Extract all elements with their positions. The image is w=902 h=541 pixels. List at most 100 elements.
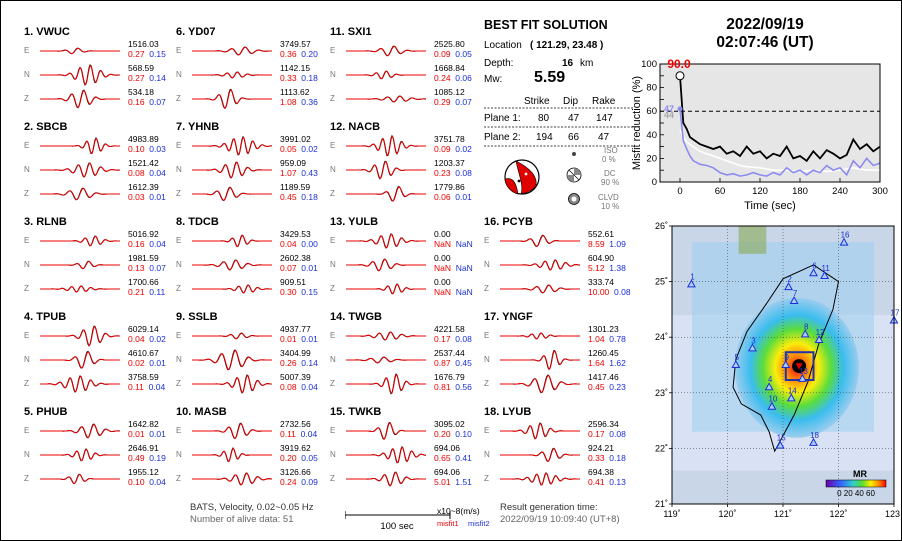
misfit2-value: 0.08 xyxy=(609,429,626,439)
waveform xyxy=(346,283,426,295)
synthetic-trace xyxy=(500,375,581,393)
station-title: 18. LYUB xyxy=(484,406,532,418)
component-label: E xyxy=(330,426,336,435)
waveform xyxy=(500,349,580,371)
misfit-values: 5.01 1.51 xyxy=(434,477,472,487)
waveform xyxy=(40,448,120,462)
synthetic-trace xyxy=(40,137,120,155)
component-label: N xyxy=(484,260,490,269)
component-label: N xyxy=(24,165,30,174)
station-title: 11. SXI1 xyxy=(330,26,372,38)
synthetic-trace xyxy=(40,47,120,55)
misfit2-value: 0.06 xyxy=(455,73,472,83)
amplitude-value: 4221.58 xyxy=(434,324,465,334)
synthetic-trace xyxy=(40,285,120,293)
iso-label: ISO xyxy=(604,146,618,155)
x-tick-label: 300 xyxy=(872,186,888,197)
amplitude-value: 1417.46 xyxy=(588,372,619,382)
map-x-tick-label: 120˚ xyxy=(718,509,736,519)
misfit2-value: 0.20 xyxy=(301,49,318,59)
filter-info: BATS, Velocity, 0.02~0.05 Hz xyxy=(190,502,314,513)
component-label: Z xyxy=(176,379,181,388)
misfit-values: 0.24 0.06 xyxy=(434,73,472,83)
amplitude-value: 694.06 xyxy=(434,443,460,453)
synthetic-trace xyxy=(346,356,426,364)
amplitude-value: 534.18 xyxy=(128,87,154,97)
misfit1-value: 0.09 xyxy=(434,49,451,59)
misfit-values: 0.20 0.10 xyxy=(434,429,472,439)
waveform xyxy=(40,64,121,86)
waveform xyxy=(500,472,580,486)
misfit-values: 0.30 0.15 xyxy=(280,287,318,297)
component-label: Z xyxy=(24,189,29,198)
misfit2-value: 0.56 xyxy=(455,382,472,392)
component-label: Z xyxy=(330,189,335,198)
station-panel: 12. NACB E 3751.78 0.09 0.02 N 1203.37 0.23 0.… xyxy=(306,121,472,216)
misfit2-value: 0.23 xyxy=(609,382,626,392)
component-label: Z xyxy=(176,189,181,198)
epicenter-star-icon xyxy=(795,363,803,370)
synthetic-trace xyxy=(500,423,580,439)
station-panel: 7. YHNB E 3991.02 0.05 0.02 N 959.09 1.07 0.43… xyxy=(152,121,318,216)
misfit1-value: 0.20 xyxy=(280,453,297,463)
misfit1-value: 0.09 xyxy=(434,144,451,154)
misfit2-value: 0.09 xyxy=(301,477,318,487)
synthetic-trace xyxy=(346,283,426,295)
component-label: Z xyxy=(24,94,29,103)
misfit1-value: 0.20 xyxy=(434,429,451,439)
plane2-rake: 47 xyxy=(598,132,610,143)
misfit1-value: 0.04 xyxy=(128,334,145,344)
station-label: 4 xyxy=(768,375,773,384)
misfit-values: 0.26 0.14 xyxy=(280,358,318,368)
station-label: 7 xyxy=(793,289,798,298)
waveform xyxy=(346,134,427,157)
waveform xyxy=(346,70,426,80)
misfit2-value: 0.02 xyxy=(301,144,318,154)
misfit-values: 0.10 0.04 xyxy=(128,477,166,487)
station-title: 8. TDCB xyxy=(176,216,219,228)
misfit2-value: 0.14 xyxy=(149,73,166,83)
component-label: E xyxy=(484,426,490,435)
amplitude-value: 2525.80 xyxy=(434,39,465,49)
mw-label: Mw: xyxy=(484,74,503,85)
plane1-label: Plane 1: xyxy=(484,113,521,124)
station-label: 3 xyxy=(751,336,756,345)
misfit2-value: 0.01 xyxy=(301,334,318,344)
misfit-values: 0.08 0.04 xyxy=(128,168,166,178)
synthetic-trace xyxy=(40,448,120,462)
synthetic-trace xyxy=(192,447,272,463)
amplitude-value: 1516.03 xyxy=(128,39,159,49)
misfit1-value: 5.12 xyxy=(588,263,605,273)
waveform xyxy=(40,285,120,293)
map-y-tick-label: 21˚ xyxy=(655,499,668,509)
x-tick-label: 240 xyxy=(832,186,848,197)
footer-info: BATS, Velocity, 0.02~0.05 Hz Number of a… xyxy=(190,502,313,526)
amplitude-value: 0.00 xyxy=(434,277,451,287)
component-label: Z xyxy=(24,474,29,483)
amplitude-value: 1955.12 xyxy=(128,467,159,477)
misfit2-value: 0.08 xyxy=(614,287,631,297)
component-label: Z xyxy=(330,474,335,483)
station-title: 4. TPUB xyxy=(24,311,67,323)
amplitude-value: 3751.78 xyxy=(434,134,465,144)
misfit2-value: 0.07 xyxy=(149,97,166,107)
synthetic-trace xyxy=(346,471,427,487)
misfit2-value: 1.51 xyxy=(455,477,472,487)
dip-header: Dip xyxy=(563,96,579,107)
beachball-icon xyxy=(504,159,540,195)
misfit1-value: 0.27 xyxy=(128,49,145,59)
misfit-values: 0.04 0.02 xyxy=(128,334,166,344)
misfit-values: 1.08 0.36 xyxy=(280,97,318,107)
misfit1-value: 0.10 xyxy=(128,477,145,487)
misfit1-value: 0.07 xyxy=(280,263,297,273)
waveform xyxy=(40,473,120,485)
result-time-info: Result generation time: 2022/09/19 10:09… xyxy=(500,502,620,526)
misfit2-value: 0.36 xyxy=(301,97,318,107)
waveform xyxy=(500,374,581,394)
strike-header: Strike xyxy=(524,96,550,107)
station-label: 8 xyxy=(804,322,809,331)
amplitude-value: 5016.92 xyxy=(128,229,159,239)
misfit1-value: 0.13 xyxy=(128,263,145,273)
amplitude-value: 694.38 xyxy=(588,467,614,477)
station-title: 12. NACB xyxy=(330,121,381,133)
